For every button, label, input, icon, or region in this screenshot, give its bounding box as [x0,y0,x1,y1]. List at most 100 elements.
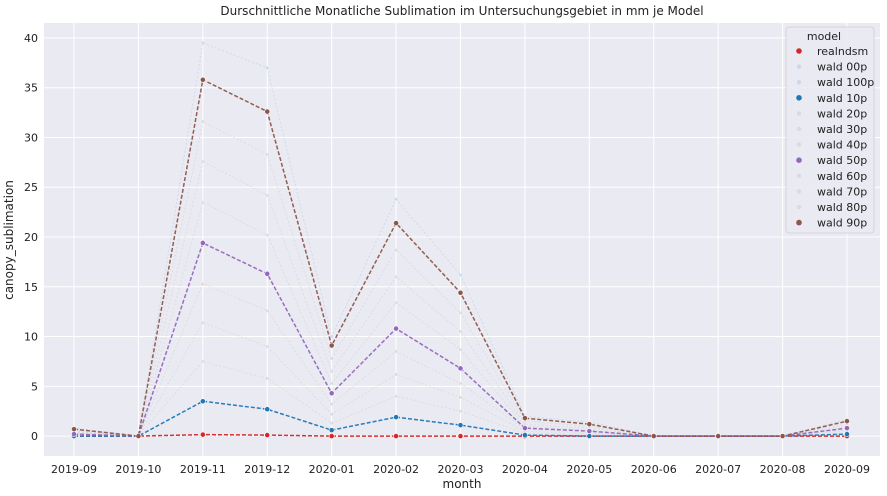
data-point-wald-10p [522,432,528,438]
x-tick-label: 2020-08 [760,463,806,476]
data-point-wald-30p [393,372,399,377]
data-point-wald-100p [393,196,399,202]
legend-marker [796,204,802,210]
data-point-wald-80p [200,119,206,124]
data-point-wald-10p [328,427,335,434]
data-point-wald-50p [586,428,593,435]
data-point-wald-50p [457,365,464,372]
legend-label: wald 20p [817,107,867,120]
data-point-wald-90p [457,289,464,296]
legend-label: wald 30p [817,123,867,136]
data-point-wald-60p [264,232,270,238]
x-tick-label: 2020-09 [824,463,870,476]
legend-label: wald 100p [817,76,874,89]
data-point-wald-40p [200,281,206,287]
data-point-wald-10p [457,422,464,429]
data-point-wald-90p [393,220,399,226]
data-point-wald-40p [458,381,463,386]
data-point-wald-20p [393,393,399,399]
x-tick-label: 2020-02 [373,463,419,476]
y-tick-label: 15 [24,281,38,294]
y-tick-label: 0 [31,430,38,443]
data-point-wald-70p [264,192,270,198]
data-point-wald-80p [393,247,399,253]
main-series-group [71,76,850,439]
data-point-wald-90p [586,421,593,428]
data-point-wald-90p [650,433,657,439]
legend-marker [796,142,802,147]
data-point-wald-20p [329,420,334,426]
data-point-realndsm [328,433,335,439]
legend-marker [796,95,802,101]
x-tick-label: 2020-07 [695,463,741,476]
data-point-wald-90p [844,418,850,425]
data-point-wald-40p [393,349,399,354]
legend-marker [796,126,802,132]
data-point-wald-30p [329,411,334,417]
data-point-wald-30p [264,344,270,349]
data-point-wald-60p [329,381,334,386]
y-tick-label: 5 [31,380,38,393]
data-point-wald-50p [264,270,271,277]
data-point-wald-90p [264,108,271,115]
data-point-wald-90p [71,426,77,433]
data-point-wald-90p [779,433,786,439]
data-point-wald-10p [844,431,850,438]
data-point-wald-40p [329,401,334,407]
data-point-wald-30p [200,320,206,325]
series-line-wald-30p [73,321,848,437]
legend-label: wald 00p [817,61,867,74]
data-point-wald-10p [393,414,399,421]
data-point-wald-50p [393,325,399,332]
x-tick-label: 2020-05 [566,463,612,476]
legend-label: wald 10p [817,92,867,105]
chart-title: Durschnittliche Monatliche Sublimation i… [220,4,703,18]
data-point-wald-40p [264,308,270,313]
x-tick-label: 2020-04 [502,463,548,476]
data-point-wald-70p [393,274,399,280]
legend-label: wald 90p [817,217,867,230]
x-tick-label: 2019-11 [180,463,226,476]
legend: model realndsm wald 00p wald 100p wald 10p wa… [785,26,875,234]
data-point-wald-30p [458,394,463,400]
data-point-realndsm [457,433,464,439]
legend-label: wald 60p [817,170,867,183]
x-tick-label: 2019-09 [51,463,97,476]
y-tick-label: 20 [24,231,38,244]
x-tick-label: 2019-12 [244,463,290,476]
y-axis-label: canopy_sublimation [2,180,16,300]
data-point-wald-20p [200,359,206,364]
data-point-wald-90p [715,433,722,439]
legend-marker [796,157,802,163]
data-point-wald-90p [328,342,335,349]
data-point-wald-90p [135,433,142,439]
data-point-wald-70p [329,369,334,374]
legend-title: model [807,30,841,43]
legend-label: wald 40p [817,139,867,152]
x-tick-labels: 2019-09 2019-10 2019-11 2019-12 2020-01 2020-… [51,463,870,476]
data-point-wald-70p [458,329,463,334]
data-point-realndsm [199,431,206,438]
data-point-wald-80p [458,310,463,315]
data-point-wald-50p [328,390,335,397]
legend-label: wald 80p [817,201,867,214]
data-point-wald-10p [199,398,206,405]
y-tick-label: 25 [24,181,38,194]
legend-marker [796,80,802,85]
plot-background [44,23,880,456]
data-point-wald-60p [458,347,463,352]
data-point-wald-100p [200,40,206,46]
y-tick-label: 35 [24,82,38,95]
data-point-wald-60p [200,199,206,205]
data-point-wald-10p [586,433,593,439]
data-point-wald-50p [199,240,206,246]
x-tick-label: 2020-01 [309,463,355,476]
x-tick-label: 2020-06 [631,463,677,476]
data-point-wald-80p [329,356,334,361]
data-point-wald-90p [522,415,528,422]
legend-box [785,26,875,234]
data-point-wald-90p [199,76,206,83]
data-point-wald-60p [393,300,399,306]
x-tick-label: 2020-03 [438,463,484,476]
